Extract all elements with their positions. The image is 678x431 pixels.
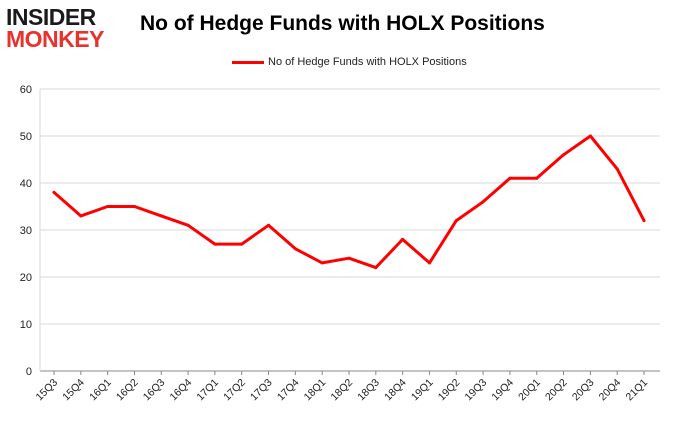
data-point xyxy=(427,261,431,265)
y-tick-label: 60 xyxy=(20,84,32,96)
y-tick-label: 20 xyxy=(20,272,32,284)
data-point xyxy=(159,214,163,218)
data-point xyxy=(347,256,351,260)
x-tick-label: 20Q1 xyxy=(516,377,543,404)
legend-swatch xyxy=(232,60,264,64)
data-point xyxy=(267,223,271,227)
y-tick-label: 10 xyxy=(20,319,32,331)
legend-label: No of Hedge Funds with HOLX Positions xyxy=(268,56,467,68)
data-point xyxy=(535,176,539,180)
x-tick-label: 16Q4 xyxy=(168,377,195,404)
x-tick-label: 17Q2 xyxy=(221,377,248,404)
data-point xyxy=(240,242,244,246)
y-axis-ticks: 0 10 20 30 40 50 60 xyxy=(20,84,32,378)
data-point xyxy=(401,237,405,241)
y-tick-label: 0 xyxy=(26,366,32,378)
x-tick-label: 19Q1 xyxy=(409,377,436,404)
logo-line-2: MONKEY xyxy=(6,26,104,52)
data-point xyxy=(562,153,566,157)
data-point xyxy=(481,200,485,204)
x-tick-label: 19Q2 xyxy=(436,377,463,404)
series-group xyxy=(52,134,646,270)
data-point xyxy=(132,205,136,208)
data-point xyxy=(213,242,217,246)
x-tick-label: 18Q3 xyxy=(355,377,382,404)
y-tick-label: 30 xyxy=(20,225,32,237)
data-point xyxy=(615,167,619,171)
data-point xyxy=(642,219,646,223)
x-tick-label: 20Q3 xyxy=(570,377,597,404)
data-point xyxy=(588,134,592,138)
x-tick-label: 16Q2 xyxy=(114,377,141,404)
series-line xyxy=(52,134,646,270)
data-point xyxy=(374,266,378,270)
insider-monkey-logo: INSIDER MONKEY xyxy=(6,6,126,56)
y-tick-label: 40 xyxy=(20,178,32,190)
x-tick-label: 17Q1 xyxy=(194,377,221,404)
x-tick-label: 16Q1 xyxy=(87,377,114,404)
x-tick-label: 19Q4 xyxy=(489,377,516,404)
x-tick-label: 19Q3 xyxy=(463,377,490,404)
x-axis-ticks: 15Q3 15Q4 16Q1 16Q2 16Q3 16Q4 17Q1 17Q2 17Q3 17Q4… xyxy=(33,371,650,403)
y-tick-label: 50 xyxy=(20,131,32,143)
data-point xyxy=(52,190,56,194)
x-tick-label: 18Q2 xyxy=(328,377,355,404)
x-tick-label: 21Q1 xyxy=(623,377,650,404)
x-tick-label: 18Q4 xyxy=(382,377,409,404)
x-tick-label: 15Q4 xyxy=(60,377,87,404)
legend: No of Hedge Funds with HOLX Positions xyxy=(232,54,467,70)
x-tick-label: 20Q2 xyxy=(543,377,570,404)
data-point xyxy=(79,214,83,218)
data-point xyxy=(106,205,110,208)
x-tick-label: 16Q3 xyxy=(141,377,168,404)
data-point xyxy=(320,261,324,265)
logo-line-1: INSIDER xyxy=(6,4,96,30)
x-tick-label: 18Q1 xyxy=(302,377,329,404)
data-point xyxy=(454,219,458,223)
x-tick-label: 17Q3 xyxy=(248,377,275,404)
chart-title: No of Hedge Funds with HOLX Positions xyxy=(140,12,545,35)
data-point xyxy=(508,176,512,180)
data-point xyxy=(186,223,190,227)
gridlines xyxy=(39,88,660,372)
x-tick-label: 20Q4 xyxy=(597,377,624,404)
x-tick-label: 15Q3 xyxy=(33,377,60,404)
data-point xyxy=(293,247,297,251)
x-tick-label: 17Q4 xyxy=(275,377,302,404)
